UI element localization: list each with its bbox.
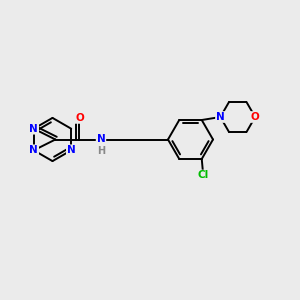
Text: N: N — [29, 145, 38, 155]
Text: Cl: Cl — [198, 170, 209, 181]
Text: N: N — [216, 112, 225, 122]
Text: N: N — [97, 134, 105, 145]
Text: O: O — [251, 112, 260, 122]
Text: N: N — [29, 124, 38, 134]
Text: N: N — [67, 145, 76, 155]
Text: O: O — [75, 113, 84, 123]
Text: H: H — [97, 146, 105, 156]
